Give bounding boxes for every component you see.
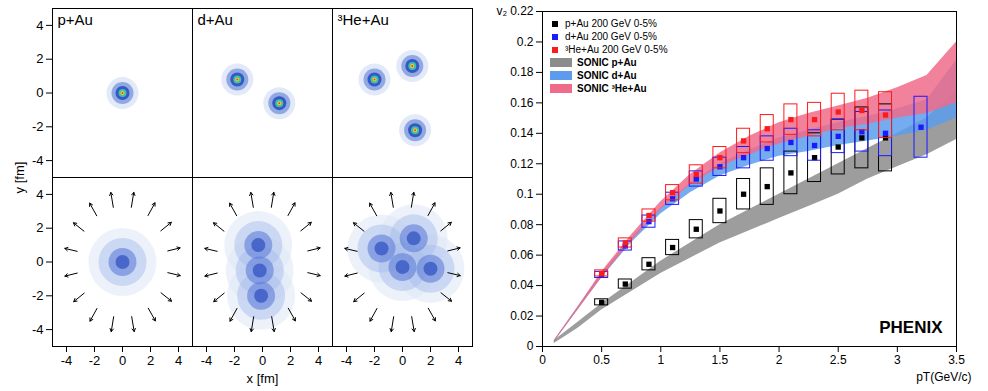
svg-text:-2: -2 (32, 288, 44, 303)
svg-text:0: 0 (527, 339, 534, 353)
svg-text:4: 4 (36, 187, 43, 202)
svg-text:-4: -4 (341, 353, 353, 368)
svg-text:0.12: 0.12 (510, 157, 534, 171)
svg-text:v₂: v₂ (497, 4, 508, 18)
svg-text:1: 1 (657, 353, 664, 367)
svg-text:2: 2 (287, 353, 294, 368)
svg-text:4: 4 (315, 353, 322, 368)
svg-text:0.5: 0.5 (593, 353, 610, 367)
svg-text:0.16: 0.16 (510, 96, 534, 110)
svg-text:PHENIX: PHENIX (879, 318, 943, 337)
svg-text:0: 0 (399, 353, 406, 368)
svg-text:0.06: 0.06 (510, 248, 534, 262)
svg-text:2: 2 (147, 353, 154, 368)
svg-text:-2: -2 (369, 353, 381, 368)
svg-text:y [fm]: y [fm] (12, 162, 27, 194)
svg-text:2: 2 (427, 353, 434, 368)
svg-text:0.14: 0.14 (510, 126, 534, 140)
svg-text:0.2: 0.2 (517, 35, 534, 49)
html-text:d+Au 200 GeV 0-5%: d+Au 200 GeV 0-5% (565, 31, 657, 42)
svg-text:0: 0 (539, 353, 546, 367)
svg-text:4: 4 (36, 18, 43, 33)
html-text:SONIC p+Au: SONIC p+Au (577, 57, 637, 68)
svg-text:-4: -4 (32, 322, 44, 337)
svg-text:0.08: 0.08 (510, 218, 534, 232)
svg-text:1.5: 1.5 (712, 353, 729, 367)
svg-text:0.18: 0.18 (510, 65, 534, 79)
svg-text:2: 2 (36, 220, 43, 235)
svg-text:2: 2 (776, 353, 783, 367)
svg-text:0: 0 (36, 85, 43, 100)
html-text:SONIC ³He+Au: SONIC ³He+Au (577, 83, 647, 94)
html-text:³He+Au 200 GeV 0-5%: ³He+Au 200 GeV 0-5% (565, 44, 668, 55)
svg-text:³He+Au: ³He+Au (338, 11, 389, 28)
svg-text:2.5: 2.5 (830, 353, 847, 367)
svg-text:-2: -2 (89, 353, 101, 368)
html-text:SONIC d+Au: SONIC d+Au (577, 70, 637, 81)
svg-text:-2: -2 (32, 119, 44, 134)
svg-text:3: 3 (894, 353, 901, 367)
svg-text:p+Au: p+Au (58, 11, 93, 28)
svg-text:0.22: 0.22 (510, 4, 534, 18)
svg-text:pT(GeV/c): pT(GeV/c) (916, 370, 971, 384)
svg-text:4: 4 (175, 353, 182, 368)
svg-text:-2: -2 (229, 353, 241, 368)
svg-text:d+Au: d+Au (198, 11, 233, 28)
svg-text:3.5: 3.5 (948, 353, 965, 367)
svg-text:0.02: 0.02 (510, 309, 534, 323)
svg-text:-4: -4 (32, 153, 44, 168)
svg-text:4: 4 (455, 353, 462, 368)
svg-text:0.04: 0.04 (510, 278, 534, 292)
svg-text:2: 2 (36, 51, 43, 66)
svg-text:0: 0 (259, 353, 266, 368)
svg-text:0.1: 0.1 (517, 187, 534, 201)
svg-text:0: 0 (119, 353, 126, 368)
svg-text:-4: -4 (61, 353, 73, 368)
svg-text:0: 0 (36, 254, 43, 269)
svg-text:-4: -4 (201, 353, 213, 368)
html-text:p+Au 200 GeV 0-5%: p+Au 200 GeV 0-5% (565, 18, 657, 29)
svg-text:x [fm]: x [fm] (247, 371, 279, 386)
